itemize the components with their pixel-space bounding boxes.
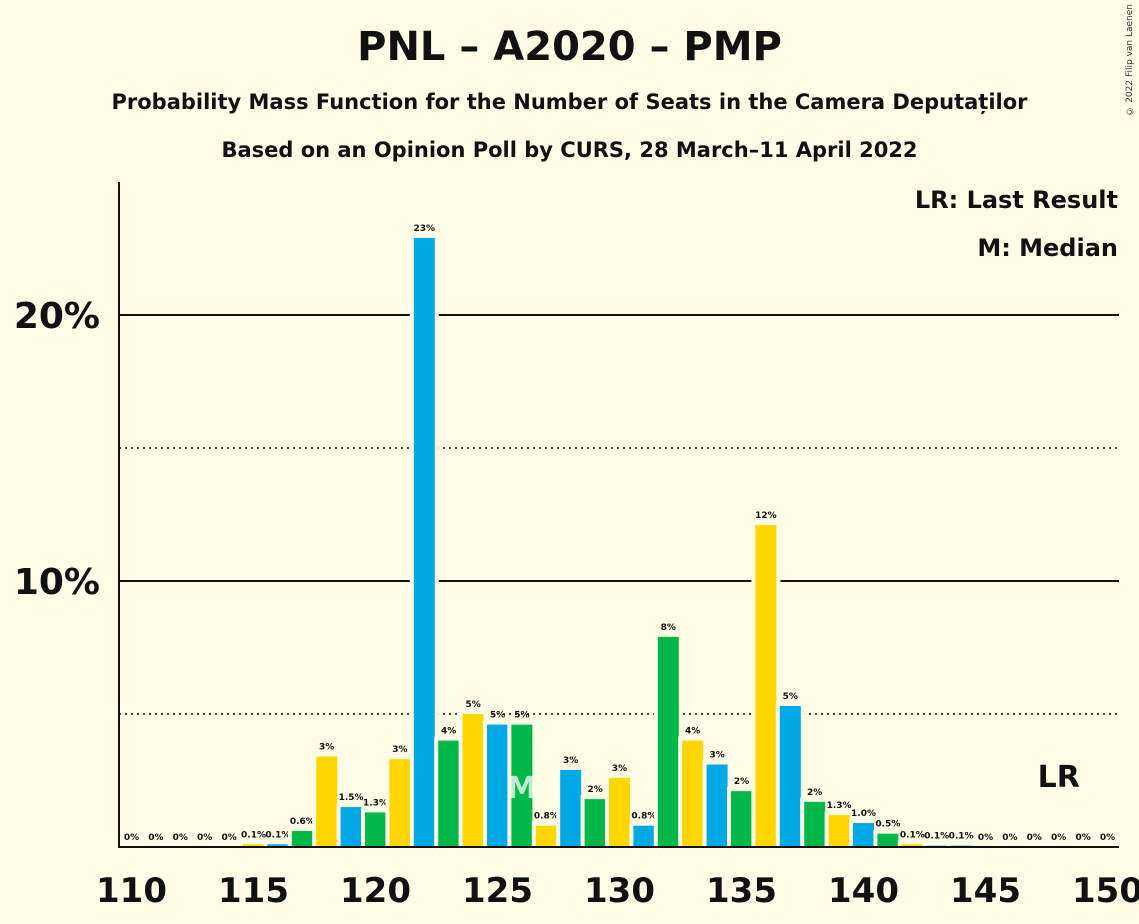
data-label-135: 2% [734,777,749,787]
bar-123 [438,740,460,847]
bar-131 [633,825,655,847]
bar-133 [682,740,704,847]
data-label-142: 0.1% [900,830,925,840]
bar-136 [755,525,777,847]
data-label-140: 1.0% [851,809,876,819]
data-label-146: 0% [1002,833,1017,843]
data-label-114: 0% [221,833,236,843]
data-label-149: 0% [1075,833,1090,843]
data-label-115: 0.1% [241,830,266,840]
y-tick-label-20: 20% [14,296,100,337]
data-label-138: 2% [807,788,822,798]
data-label-121: 3% [392,745,407,755]
chart-subtitle: Probability Mass Function for the Number… [111,90,1028,114]
bar-halo-143 [922,841,952,847]
x-tick-label-110: 110 [96,871,167,911]
data-label-130: 3% [612,764,627,774]
data-label-119: 1.5% [339,793,364,803]
bar-121 [389,759,411,847]
bar-117 [291,831,313,847]
data-label-136: 12% [755,511,777,521]
bar-122 [413,237,435,848]
bar-130 [609,777,630,847]
data-label-111: 0% [148,833,163,843]
bar-halo-115 [239,840,268,847]
legend-median: M: Median [977,234,1118,262]
median-marker: M [507,771,537,806]
data-label-144: 0.1% [949,832,974,842]
y-tick-label-10: 10% [14,562,100,603]
bar-127 [535,825,557,847]
bar-132 [657,636,679,847]
bar-125 [487,724,508,847]
bar-120 [365,812,386,847]
data-label-148: 0% [1051,833,1066,843]
data-label-120: 1.3% [363,798,388,808]
data-label-116: 0.1% [265,830,290,840]
data-label-133: 4% [685,727,700,737]
bar-126 [511,724,533,847]
data-label-112: 0% [173,833,188,843]
data-label-137: 5% [783,692,798,702]
data-label-127: 0.8% [534,812,559,822]
x-tick-label-135: 135 [706,871,777,911]
data-label-125: 5% [490,711,505,721]
bar-135 [731,791,752,847]
bar-140 [853,823,874,847]
bar-119 [340,807,362,847]
bar-142 [901,844,923,847]
bar-116 [267,844,289,847]
data-label-143: 0.1% [924,832,949,842]
bar-137 [779,706,801,847]
x-tick-label-115: 115 [218,871,289,911]
data-label-123: 4% [441,727,456,737]
bar-118 [316,756,338,847]
chart-title: PNL – A2020 – PMP [357,24,782,70]
data-label-134: 3% [709,751,724,761]
x-tick-label-150: 150 [1072,871,1139,911]
bar-halo-142 [897,840,927,847]
data-label-126: 5% [514,711,529,721]
data-label-122: 23% [414,224,436,234]
data-label-113: 0% [197,833,212,843]
legend-last-result: LR: Last Result [914,186,1118,214]
bar-141 [877,833,899,847]
data-label-124: 5% [465,700,480,710]
data-label-141: 0.5% [875,820,900,830]
data-label-139: 1.3% [827,801,852,811]
data-label-117: 0.6% [290,817,315,827]
bar-halo-144 [946,841,976,847]
bar-134 [706,764,728,847]
bar-138 [804,801,826,847]
x-tick-label-145: 145 [950,871,1021,911]
data-label-110: 0% [124,833,139,843]
bar-139 [828,815,850,847]
data-label-128: 3% [563,756,578,766]
last-result-marker: LR [1038,760,1080,795]
data-label-131: 0.8% [631,812,656,822]
bar-halo-116 [263,840,293,847]
data-label-145: 0% [978,833,993,843]
x-tick-label-130: 130 [584,871,655,911]
bar-129 [584,799,606,847]
bar-124 [462,714,484,847]
data-label-132: 8% [661,623,676,633]
x-tick-label-125: 125 [462,871,533,911]
bar-115 [243,844,264,847]
bar-128 [560,769,582,847]
data-label-129: 2% [587,785,602,795]
data-label-150: 0% [1100,833,1115,843]
x-tick-label-140: 140 [828,871,899,911]
x-tick-label-120: 120 [340,871,411,911]
data-label-147: 0% [1027,833,1042,843]
data-label-118: 3% [319,743,334,753]
chart-subtitle-source: Based on an Opinion Poll by CURS, 28 Mar… [221,138,918,162]
